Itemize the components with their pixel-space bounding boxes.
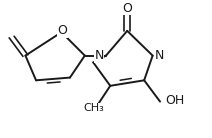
Text: O: O: [122, 2, 132, 15]
Text: O: O: [58, 24, 67, 37]
Text: OH: OH: [165, 94, 185, 107]
Text: N: N: [155, 49, 164, 62]
Text: N: N: [95, 49, 104, 62]
Text: CH₃: CH₃: [83, 104, 104, 113]
